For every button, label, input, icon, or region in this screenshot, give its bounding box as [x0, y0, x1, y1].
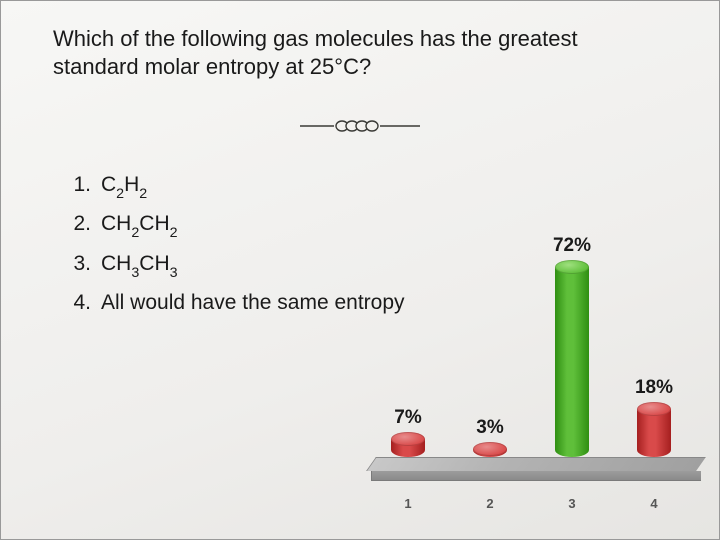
chart-plot: 7% 3% 72% 18% — [371, 193, 701, 481]
bar-percent-label: 3% — [476, 417, 503, 439]
x-axis-label: 1 — [404, 496, 411, 511]
answer-option[interactable]: 2. CH2CH2 — [63, 210, 405, 241]
question-text: Which of the following gas molecules has… — [53, 25, 653, 80]
option-text: CH3CH3 — [101, 250, 178, 281]
x-axis-label: 3 — [568, 496, 575, 511]
option-text: C2H2 — [101, 171, 147, 202]
chart-bar: 18% — [637, 409, 671, 457]
chart-bar: 7% — [391, 439, 425, 457]
slide: Which of the following gas molecules has… — [0, 0, 720, 540]
chart-base — [371, 457, 701, 481]
answer-options: 1. C2H2 2. CH2CH2 3. CH3CH3 4. All would have t… — [63, 171, 405, 326]
response-chart: 7% 3% 72% 18% 1 2 3 4 — [371, 171, 701, 511]
chart-x-labels: 1 2 3 4 — [371, 489, 701, 511]
option-number: 1. — [63, 171, 91, 202]
option-text: CH2CH2 — [101, 210, 178, 241]
answer-option[interactable]: 4. All would have the same entropy — [63, 289, 405, 317]
bar-percent-label: 18% — [635, 377, 673, 399]
option-text: All would have the same entropy — [101, 289, 405, 317]
chart-bar: 72% — [555, 267, 589, 457]
x-axis-label: 2 — [486, 496, 493, 511]
answer-option[interactable]: 1. C2H2 — [63, 171, 405, 202]
bar-percent-label: 72% — [553, 235, 591, 257]
option-number: 3. — [63, 250, 91, 281]
ornament-divider — [300, 119, 420, 133]
chart-bar: 3% — [473, 449, 507, 457]
option-number: 4. — [63, 289, 91, 317]
option-number: 2. — [63, 210, 91, 241]
x-axis-label: 4 — [650, 496, 657, 511]
answer-option[interactable]: 3. CH3CH3 — [63, 250, 405, 281]
bar-percent-label: 7% — [394, 407, 421, 429]
